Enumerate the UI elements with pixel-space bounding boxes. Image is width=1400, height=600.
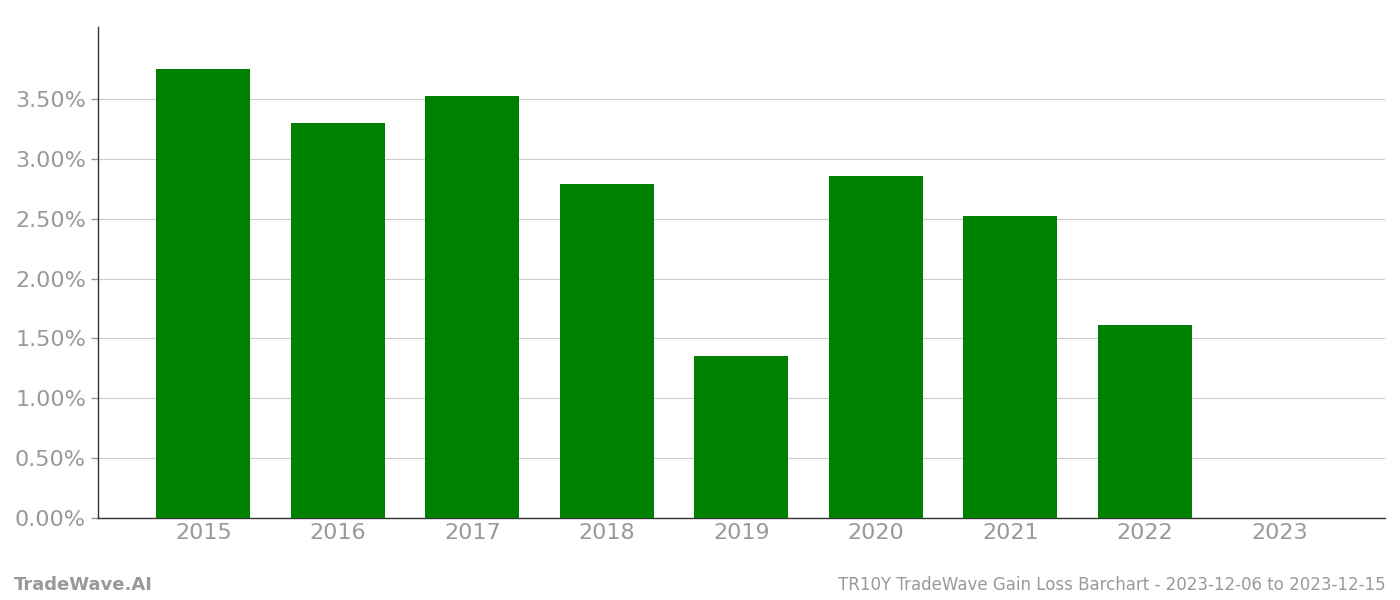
Bar — [291, 123, 385, 518]
Bar — [157, 69, 251, 518]
Bar — [963, 216, 1057, 518]
Bar — [829, 176, 923, 518]
Bar — [694, 356, 788, 518]
Text: TradeWave.AI: TradeWave.AI — [14, 576, 153, 594]
Text: TR10Y TradeWave Gain Loss Barchart - 2023-12-06 to 2023-12-15: TR10Y TradeWave Gain Loss Barchart - 202… — [839, 576, 1386, 594]
Bar — [1098, 325, 1191, 518]
Bar — [426, 97, 519, 518]
Bar — [560, 184, 654, 518]
